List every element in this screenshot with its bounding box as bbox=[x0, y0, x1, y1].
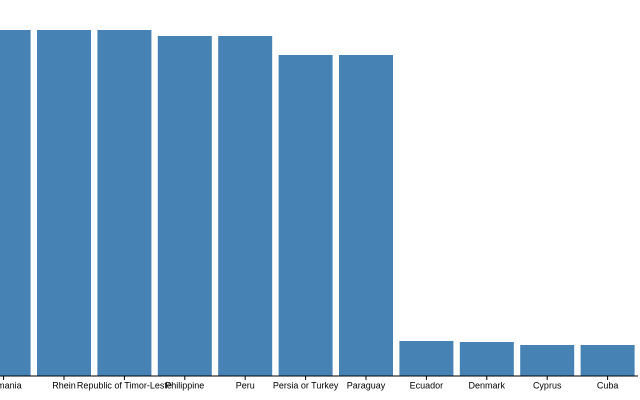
x-tick-label: Republic of Timor-Leste bbox=[77, 380, 172, 390]
bar bbox=[459, 342, 514, 376]
bar bbox=[520, 345, 575, 376]
x-tick-label: Denmark bbox=[469, 380, 506, 390]
bar bbox=[37, 30, 91, 376]
x-tick-label: Ecuador bbox=[410, 380, 444, 390]
bar bbox=[97, 30, 152, 376]
bar bbox=[399, 341, 454, 376]
x-tick-label: Philippine bbox=[165, 380, 204, 390]
bar bbox=[157, 36, 212, 376]
x-tick-label: Cuba bbox=[597, 380, 619, 390]
x-tick-label: Rhein bbox=[52, 380, 76, 390]
x-tick-label: Peru bbox=[236, 380, 255, 390]
x-tick-label: Romania bbox=[0, 380, 22, 390]
x-tick-label: Paraguay bbox=[347, 380, 386, 390]
bar bbox=[218, 36, 273, 376]
bar bbox=[0, 30, 31, 376]
x-tick-label: Persia or Turkey bbox=[273, 380, 339, 390]
bar bbox=[278, 55, 333, 376]
bar bbox=[580, 345, 635, 376]
bar bbox=[339, 55, 393, 376]
x-tick-label: Cyprus bbox=[533, 380, 562, 390]
